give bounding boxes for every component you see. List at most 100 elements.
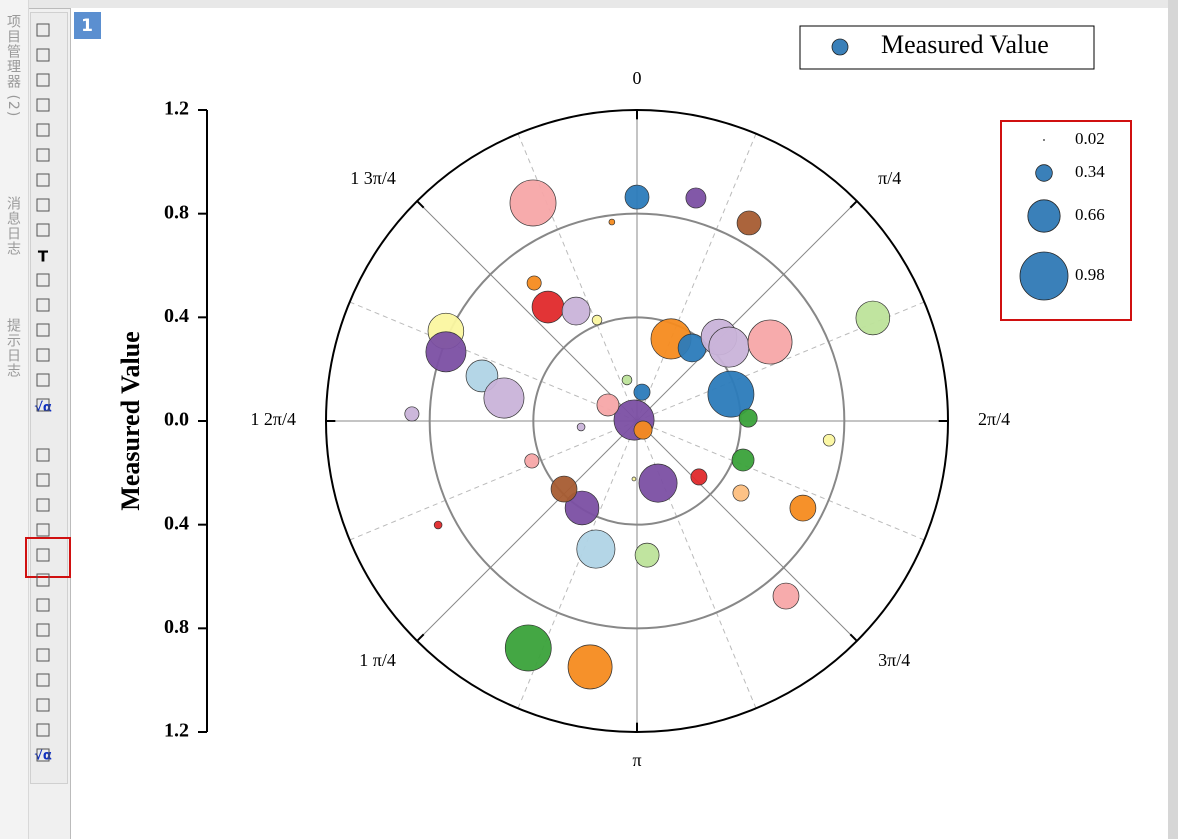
tool-icon[interactable]	[36, 623, 50, 637]
size-legend-label: 0.98	[1075, 265, 1105, 284]
tool-icon[interactable]	[36, 48, 50, 62]
tool-icon[interactable]	[36, 348, 50, 362]
page-tab[interactable]	[74, 12, 101, 39]
size-legend-label: 0.66	[1075, 205, 1105, 224]
side-tab[interactable]: 提示日志	[5, 318, 21, 378]
bubble	[708, 326, 750, 368]
tool-icon[interactable]	[36, 173, 50, 187]
bubble	[638, 463, 678, 503]
theta-label: 1 2π/4	[250, 409, 296, 429]
side-tab[interactable]: 消息日志	[5, 196, 21, 256]
legend-box	[799, 25, 1095, 70]
theta-label: 1 3π/4	[350, 168, 396, 188]
bubble	[433, 520, 443, 530]
tool-icon[interactable]	[36, 23, 50, 37]
tool-icon[interactable]	[36, 648, 50, 662]
y-axis-title: Measured Value	[116, 331, 145, 510]
tool-label[interactable]: √α	[34, 401, 52, 416]
theta-tick	[849, 633, 858, 642]
bubble	[634, 542, 660, 568]
tool-icon[interactable]	[36, 673, 50, 687]
tool-icon[interactable]	[36, 148, 50, 162]
tool-icon[interactable]	[36, 548, 50, 562]
tool-icon[interactable]	[36, 698, 50, 712]
tool-icon[interactable]	[36, 573, 50, 587]
bubble	[772, 582, 800, 610]
bubble	[690, 468, 708, 486]
minor-spoke	[636, 420, 757, 709]
side-tab[interactable]: 项目管理器 (2)	[5, 14, 21, 118]
bubble	[608, 218, 616, 226]
tool-icon[interactable]	[36, 748, 50, 762]
bubble	[707, 370, 755, 418]
tool-icon[interactable]	[36, 323, 50, 337]
minor-spoke	[517, 133, 638, 422]
tool-icon[interactable]	[36, 523, 50, 537]
tool-icon[interactable]	[36, 73, 50, 87]
y-tick-label: 0.8	[164, 201, 189, 223]
bubble	[747, 319, 793, 365]
tool-icon[interactable]	[36, 373, 50, 387]
tool-label[interactable]: T	[38, 248, 49, 266]
size-legend-label: 0.02	[1075, 129, 1105, 148]
bubble	[731, 448, 755, 472]
bubble	[404, 406, 420, 422]
spoke	[416, 420, 638, 642]
theta-label: 2π/4	[978, 409, 1010, 429]
tool-icon[interactable]	[36, 598, 50, 612]
legend-label: Measured Value	[881, 30, 1049, 59]
bubble	[633, 383, 651, 401]
minor-spoke	[636, 133, 757, 422]
size-legend-box	[1000, 120, 1132, 321]
size-legend-marker	[1027, 199, 1061, 233]
bubble	[732, 484, 750, 502]
theta-label: 3π/4	[878, 650, 910, 670]
side-panel: 项目管理器 (2) 消息日志 提示日志	[0, 0, 29, 839]
theta-label: 0	[633, 68, 642, 88]
tool-icon[interactable]	[36, 198, 50, 212]
tool-icon[interactable]	[36, 398, 50, 412]
bubble	[509, 179, 557, 227]
bubble	[524, 453, 540, 469]
tool-icon[interactable]	[36, 448, 50, 462]
tool-icon[interactable]	[36, 723, 50, 737]
tool-icon[interactable]	[36, 98, 50, 112]
tool-icon[interactable]	[36, 273, 50, 287]
bubble	[855, 300, 891, 336]
bubble	[591, 314, 603, 326]
tool-label[interactable]: √α	[34, 749, 52, 764]
bubble	[564, 490, 600, 526]
theta-tick	[416, 200, 425, 209]
tool-icon[interactable]	[36, 298, 50, 312]
theta-tick	[416, 633, 425, 642]
spoke	[416, 200, 638, 422]
y-tick-label: 1.2	[164, 720, 189, 742]
bubble	[576, 529, 616, 569]
bubble	[789, 494, 817, 522]
tool-icon[interactable]	[36, 473, 50, 487]
bubble	[526, 275, 542, 291]
bubble	[736, 210, 762, 236]
minor-spoke	[636, 420, 925, 541]
y-tick-label: 0.8	[164, 616, 189, 638]
minor-spoke	[349, 301, 638, 422]
spoke	[636, 420, 858, 642]
y-tick-label: 1.2	[164, 98, 189, 120]
spoke	[636, 200, 858, 422]
bubble	[633, 420, 653, 440]
theta-label: π/4	[878, 168, 901, 188]
tool-icon[interactable]	[36, 123, 50, 137]
size-legend-marker	[1043, 139, 1045, 141]
grid-circle	[428, 212, 846, 630]
size-legend-marker	[1019, 251, 1069, 301]
bubble	[576, 422, 586, 432]
theta-label: π	[632, 750, 641, 770]
bubble	[561, 296, 591, 326]
tool-icon[interactable]	[36, 498, 50, 512]
bubble	[531, 290, 565, 324]
bubble	[822, 433, 836, 447]
bubble	[483, 377, 525, 419]
tool-icon[interactable]	[36, 223, 50, 237]
bubble	[425, 331, 467, 373]
